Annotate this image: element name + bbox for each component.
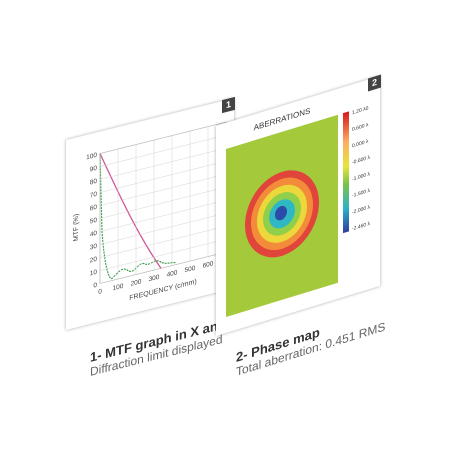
x-tick-label: 600: [203, 260, 214, 270]
scale-label: 0.600 λ: [352, 122, 369, 133]
scale-label: -2.000 λ: [352, 204, 370, 216]
scale-label: -1.000 λ: [352, 171, 370, 183]
scale-label: -1.500 λ: [352, 188, 370, 200]
grid-line: [100, 212, 226, 245]
grid-line: [100, 121, 226, 154]
x-tick-label: 300: [149, 274, 160, 284]
grid-line: [100, 160, 226, 193]
x-tick-label: 400: [167, 269, 178, 279]
y-tick-label: 30: [90, 243, 98, 252]
grid-line: [100, 147, 226, 180]
phase-panel: ABERRATIONS 1.20 λ0 0.600 λ 0.000 λ -0.600 …: [216, 74, 381, 336]
y-tick-label: 20: [90, 256, 98, 265]
y-tick-label: 0: [93, 282, 97, 290]
y-tick-label: 50: [90, 217, 98, 226]
grid-line: [100, 225, 226, 258]
scale-label: 1.20 λ0: [352, 105, 369, 116]
mtf-graph: MTF (%) FREQUENCY (c/mm) 100908070605040…: [72, 121, 232, 302]
mtf-curve: [99, 153, 177, 280]
y-axis-label: MTF (%): [72, 213, 80, 242]
ring: [275, 205, 287, 221]
grid-line: [100, 186, 226, 219]
color-scale: [343, 111, 349, 234]
x-tick-label: 100: [113, 283, 124, 293]
x-tick-label: 200: [131, 278, 142, 288]
y-tick-label: 90: [90, 165, 98, 174]
y-tick-label: 60: [90, 204, 98, 213]
scale-label: 0.000 λ: [352, 139, 369, 150]
grid-line: [100, 238, 226, 271]
y-tick-label: 100: [86, 152, 97, 162]
mtf-panel: MTF (%) FREQUENCY (c/mm) 100 90 80 70 60 50 40…: [66, 96, 235, 331]
scale-label: -2.460 λ: [352, 221, 370, 233]
y-tick-label: 70: [90, 191, 98, 200]
y-tick-label: 80: [90, 178, 98, 187]
phase-map: ABERRATIONS 1.20 λ00.600 λ0.000 λ-0.600 …: [226, 105, 370, 317]
y-tick-label: 10: [90, 269, 98, 278]
grid-line: [100, 199, 226, 232]
grid-line: [100, 251, 226, 284]
x-tick-label: 0: [98, 288, 102, 296]
grid-line: [100, 173, 226, 206]
x-tick-label: 500: [185, 265, 196, 275]
y-tick-label: 40: [90, 230, 98, 239]
scale-label: -0.600 λ: [352, 155, 370, 167]
grid-line: [100, 134, 226, 167]
